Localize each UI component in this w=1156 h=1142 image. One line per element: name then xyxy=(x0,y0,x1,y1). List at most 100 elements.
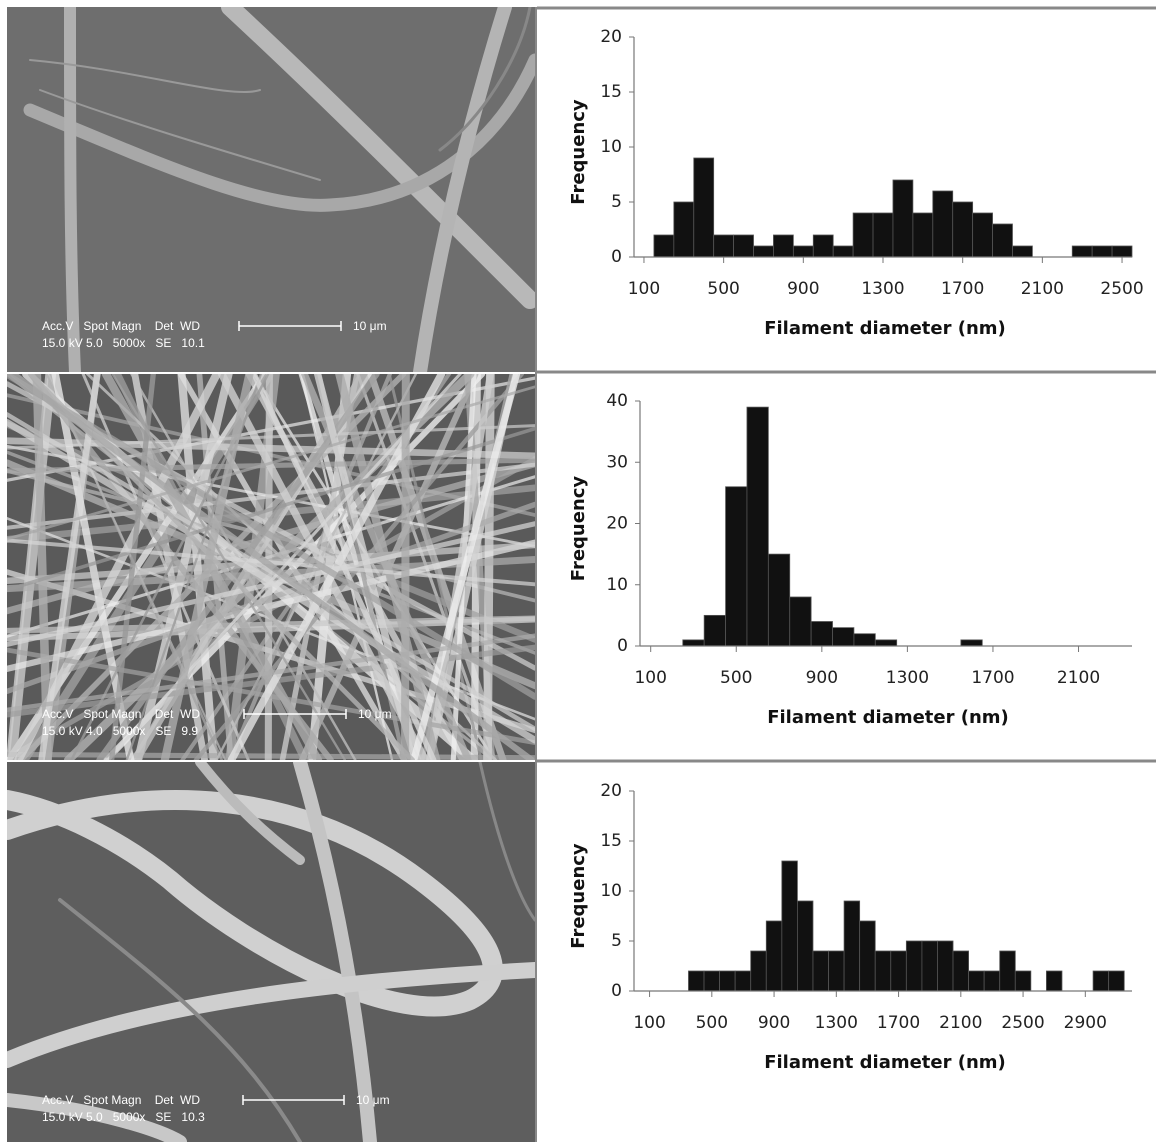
fiber xyxy=(27,374,334,760)
bar xyxy=(852,212,874,258)
scale-label: 10 μm xyxy=(356,1093,390,1107)
y-tick-label: 15 xyxy=(600,82,622,102)
bar xyxy=(673,201,695,258)
fiber xyxy=(160,374,254,760)
x-axis-title: Filament diameter (nm) xyxy=(764,1052,1006,1073)
bar xyxy=(832,627,855,647)
bar xyxy=(999,950,1016,992)
y-tick-label: 20 xyxy=(600,781,622,801)
y-tick-label: 0 xyxy=(617,636,628,656)
x-tick-label: 1300 xyxy=(861,279,904,299)
bar xyxy=(968,970,985,992)
bar xyxy=(703,970,720,992)
bar xyxy=(1092,970,1110,992)
x-tick-label: 2100 xyxy=(1057,668,1100,688)
fiber xyxy=(105,374,462,760)
fiber xyxy=(410,374,521,760)
bar xyxy=(1046,970,1063,992)
fiber xyxy=(7,501,535,695)
bar xyxy=(890,950,907,992)
fiber xyxy=(45,374,227,760)
bar xyxy=(773,234,794,258)
fiber xyxy=(7,633,535,713)
bar xyxy=(874,639,898,647)
fiber xyxy=(96,374,380,760)
fiber xyxy=(7,521,535,647)
sem-label: 15.0 kV 5.0 5000x SE 10.1 xyxy=(42,336,205,350)
y-tick-label: 0 xyxy=(611,247,622,267)
x-tick-label: 900 xyxy=(806,668,838,688)
x-tick-label: 1300 xyxy=(886,668,929,688)
bar xyxy=(767,553,791,647)
fiber xyxy=(38,374,101,760)
bar xyxy=(1012,245,1033,258)
y-tick-label: 15 xyxy=(600,831,622,851)
sem-label: Acc.V Spot Magn Det WD xyxy=(42,1093,200,1107)
bar xyxy=(1091,245,1113,258)
bar xyxy=(892,179,914,258)
y-tick-label: 10 xyxy=(606,575,628,595)
bar xyxy=(713,234,734,258)
y-tick-label: 10 xyxy=(600,137,622,157)
x-tick-label: 2500 xyxy=(1001,1013,1044,1033)
fiber xyxy=(7,647,535,746)
bar xyxy=(874,950,892,992)
fiber xyxy=(483,374,495,760)
fiber xyxy=(7,426,535,592)
y-axis-title: Frequency xyxy=(568,843,589,949)
x-tick-label: 2100 xyxy=(1021,279,1064,299)
fiber xyxy=(7,385,535,541)
sem-label: 15.0 kV 5.0 5000x SE 10.3 xyxy=(42,1110,205,1124)
x-tick-label: 2900 xyxy=(1064,1013,1107,1033)
bar xyxy=(734,970,752,992)
bar xyxy=(682,639,705,647)
bar xyxy=(952,201,974,258)
bar xyxy=(972,212,993,258)
y-tick-label: 20 xyxy=(600,27,622,47)
x-tick-label: 2500 xyxy=(1100,279,1143,299)
x-tick-label: 1700 xyxy=(941,279,984,299)
x-tick-label: 1300 xyxy=(815,1013,858,1033)
x-tick-label: 1700 xyxy=(877,1013,920,1033)
bar xyxy=(932,190,954,258)
y-axis-title: Frequency xyxy=(568,99,589,205)
bar xyxy=(921,940,938,992)
y-tick-label: 5 xyxy=(611,931,622,951)
bar xyxy=(733,234,754,258)
bar xyxy=(912,212,934,258)
bar xyxy=(832,245,854,258)
bar xyxy=(1071,245,1093,258)
fiber xyxy=(7,412,535,732)
fiber xyxy=(7,418,535,744)
bar xyxy=(983,970,1001,992)
fiber xyxy=(7,615,535,634)
x-tick-label: 2100 xyxy=(939,1013,982,1033)
y-axis-title: Frequency xyxy=(568,476,589,582)
fiber xyxy=(9,374,535,760)
bar xyxy=(688,970,705,992)
y-tick-label: 5 xyxy=(611,192,622,212)
y-tick-label: 40 xyxy=(606,391,628,411)
fiber xyxy=(7,374,535,700)
x-tick-label: 900 xyxy=(758,1013,790,1033)
x-tick-label: 100 xyxy=(634,668,666,688)
y-tick-label: 20 xyxy=(606,514,628,534)
y-tick-label: 30 xyxy=(606,452,628,472)
x-axis-title: Filament diameter (nm) xyxy=(764,318,1006,339)
x-tick-label: 500 xyxy=(720,668,752,688)
bar xyxy=(1014,970,1032,992)
x-axis-title: Filament diameter (nm) xyxy=(767,707,1009,728)
y-tick-label: 10 xyxy=(600,881,622,901)
fibers xyxy=(23,7,535,372)
bar xyxy=(765,920,783,992)
bar xyxy=(725,486,748,647)
x-tick-label: 500 xyxy=(707,279,739,299)
x-tick-label: 900 xyxy=(787,279,819,299)
y-tick-label: 0 xyxy=(611,981,622,1001)
scale-label: 10 μm xyxy=(358,707,392,721)
bar xyxy=(905,940,923,992)
bar xyxy=(719,970,736,992)
bar xyxy=(812,950,829,992)
fiber xyxy=(401,374,410,760)
bar xyxy=(853,633,876,647)
